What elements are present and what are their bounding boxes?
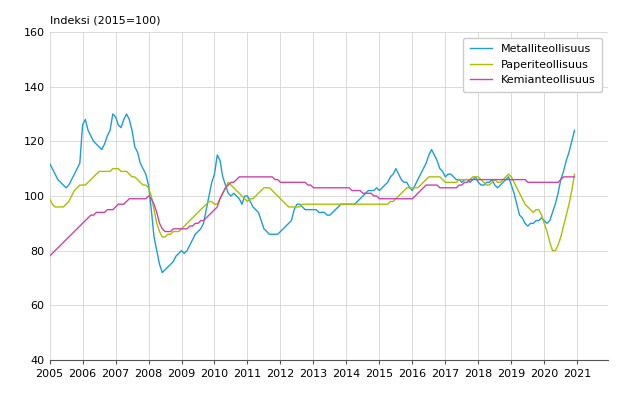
Paperiteollisuus	[266, 185, 273, 190]
Metalliteollisuus	[268, 232, 276, 237]
Kemianteollisuus	[266, 174, 273, 179]
Paperiteollisuus	[112, 166, 119, 171]
Kemianteollisuus	[46, 254, 53, 258]
Metalliteollisuus	[109, 112, 117, 116]
Kemianteollisuus	[378, 196, 386, 201]
Paperiteollisuus	[348, 202, 356, 206]
Kemianteollisuus	[236, 174, 243, 179]
Paperiteollisuus	[312, 202, 320, 206]
Legend: Metalliteollisuus, Paperiteollisuus, Kemianteollisuus: Metalliteollisuus, Paperiteollisuus, Kem…	[463, 38, 602, 92]
Metalliteollisuus	[112, 114, 119, 119]
Kemianteollisuus	[109, 207, 117, 212]
Paperiteollisuus	[260, 185, 268, 190]
Paperiteollisuus	[571, 172, 578, 176]
Metalliteollisuus	[351, 202, 358, 206]
Text: Indeksi (2015=100): Indeksi (2015=100)	[50, 16, 160, 26]
Metalliteollisuus	[159, 270, 166, 275]
Metalliteollisuus	[263, 229, 270, 234]
Line: Kemianteollisuus: Kemianteollisuus	[50, 177, 575, 256]
Metalliteollisuus	[571, 128, 578, 133]
Paperiteollisuus	[46, 196, 53, 201]
Kemianteollisuus	[312, 185, 320, 190]
Kemianteollisuus	[348, 188, 356, 193]
Paperiteollisuus	[378, 202, 386, 206]
Kemianteollisuus	[571, 174, 578, 179]
Metalliteollisuus	[315, 210, 322, 215]
Metalliteollisuus	[46, 161, 53, 166]
Line: Metalliteollisuus: Metalliteollisuus	[50, 114, 575, 272]
Paperiteollisuus	[549, 248, 556, 253]
Paperiteollisuus	[109, 166, 117, 171]
Line: Paperiteollisuus: Paperiteollisuus	[50, 169, 575, 251]
Metalliteollisuus	[381, 183, 389, 188]
Kemianteollisuus	[260, 174, 268, 179]
